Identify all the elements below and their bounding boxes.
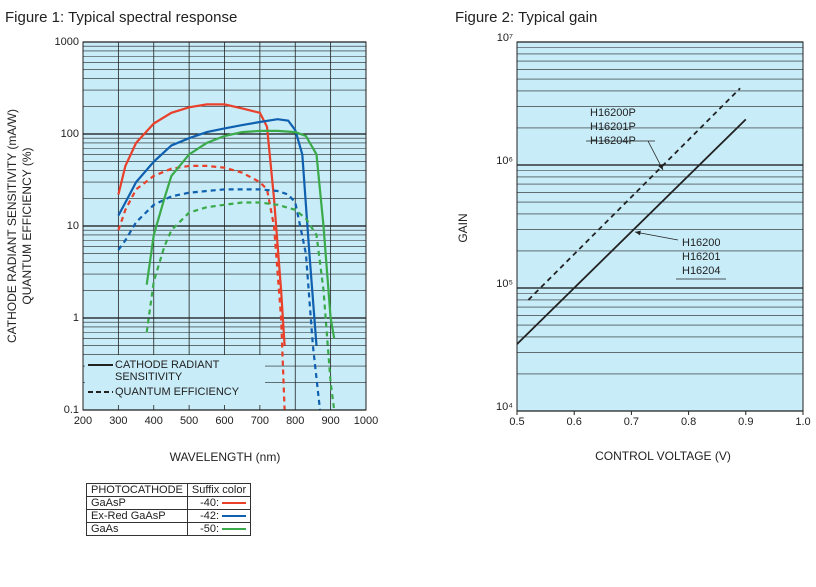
legend: CATHODE RADIANT SENSITIVITY QUANTUM EFFI… [85, 357, 265, 403]
y-tick-label: 10⁵ [496, 278, 513, 290]
suffix: -50: [200, 523, 220, 535]
x-tick-label: 0.9 [738, 416, 753, 428]
x-tick-label: 1.0 [795, 416, 810, 428]
table-header: PHOTOCATHODE Suffix color [86, 483, 252, 497]
y-tick-label: 10⁶ [496, 155, 513, 167]
table-row: GaAsP -40: [86, 496, 252, 510]
series-line [516, 118, 747, 345]
x-tick-label: 0.8 [681, 416, 696, 428]
table-body: GaAsP -40: Ex-Red GaAsP -42: GaAs -50: [86, 496, 252, 536]
table-row: GaAs -50: [86, 522, 252, 536]
annotation: H16201P [590, 121, 636, 133]
series-line [117, 188, 322, 411]
annotation: H16204 [682, 265, 721, 277]
annotation: H16201 [682, 251, 721, 263]
y-axis-label: GAIN [456, 213, 470, 242]
annotation: H16200 [682, 237, 721, 249]
y-tick-label: 100 [61, 128, 79, 140]
y-tick-label: 0.1 [64, 404, 79, 416]
x-tick-label: 700 [251, 415, 269, 427]
x-axis-label: CONTROL VOLTAGE (V) [595, 449, 731, 463]
x-tick-label: 0.7 [624, 416, 639, 428]
suffix: -42: [200, 510, 220, 522]
legend-entry: QUANTUM EFFICIENCY [85, 386, 255, 398]
chart-title: Figure 2: Typical gain [455, 9, 597, 26]
y-tick-label: 10 [67, 220, 79, 232]
x-tick-label: 1000 [354, 415, 378, 427]
series-line [145, 201, 336, 411]
photocathode-cell: GaAsP [86, 496, 188, 510]
plot-background [517, 42, 803, 411]
y-axis-label: CATHODE RADIANT SENSITIVITY (mA/W) [5, 109, 19, 343]
x-tick-label: 0.6 [567, 416, 582, 428]
header-cell: PHOTOCATHODE [86, 483, 188, 497]
series-line [527, 87, 741, 301]
annotation: H16200P [590, 107, 636, 119]
series-line [117, 103, 286, 346]
legend-line [88, 364, 113, 366]
suffix-cell: -40: [186, 496, 252, 510]
x-tick-label: 400 [145, 415, 163, 427]
legend-label: QUANTUM EFFICIENCY [115, 386, 240, 398]
photocathode-table: PHOTOCATHODE Suffix color GaAsP -40: Ex-Re… [86, 483, 252, 536]
series-line [117, 118, 318, 346]
series-line [145, 129, 336, 339]
y-axis-label: QUANTUM EFFICIENCY (%) [20, 147, 34, 304]
x-tick-label: 500 [180, 415, 198, 427]
y-tick-label: 10⁷ [497, 32, 513, 44]
y-tick-label: 1 [73, 312, 79, 324]
x-tick-label: 800 [286, 415, 304, 427]
y-tick-label: 10⁴ [496, 401, 513, 413]
suffix-cell: -50: [186, 522, 252, 536]
legend-entry: CATHODE RADIANT SENSITIVITY [85, 359, 255, 383]
x-tick-label: 0.5 [509, 416, 524, 428]
color-swatch [222, 515, 247, 518]
legend-label: CATHODE RADIANT SENSITIVITY [115, 359, 220, 383]
annotation-arrow [634, 230, 679, 241]
x-axis-label: WAVELENGTH (nm) [170, 450, 281, 464]
x-tick-label: 600 [215, 415, 233, 427]
suffix: -40: [200, 497, 220, 509]
x-tick-label: 300 [109, 415, 127, 427]
plot-frame [82, 41, 367, 411]
y-tick-label: 1000 [55, 36, 79, 48]
photocathode-cell: GaAs [86, 522, 188, 536]
legend-line [88, 391, 113, 393]
suffix-cell: -42: [186, 509, 252, 523]
annotation-arrow [647, 140, 664, 171]
color-swatch [222, 502, 247, 505]
x-tick-label: 200 [74, 415, 92, 427]
series-line [117, 164, 286, 411]
table-row: Ex-Red GaAsP -42: [86, 509, 252, 523]
photocathode-cell: Ex-Red GaAsP [86, 509, 188, 523]
legend-background [85, 355, 265, 405]
plot-frame [516, 41, 804, 412]
x-tick-label: 900 [321, 415, 339, 427]
chart-title: Figure 1: Typical spectral response [5, 9, 237, 26]
color-swatch [222, 528, 247, 531]
header-cell: Suffix color [186, 483, 252, 497]
